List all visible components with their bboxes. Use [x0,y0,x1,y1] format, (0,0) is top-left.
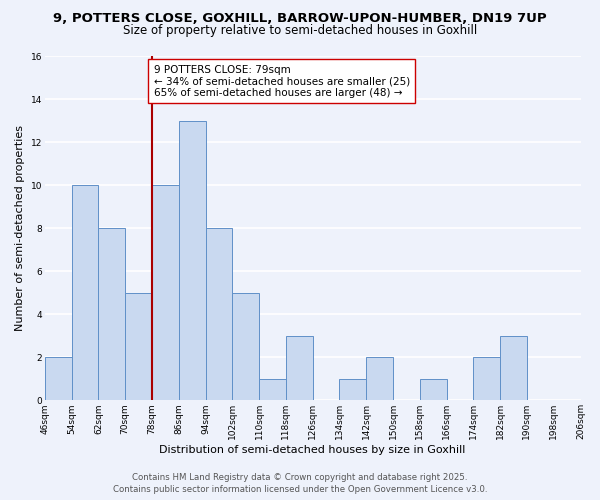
Bar [45,358,71,401]
Bar [366,358,393,401]
Bar [340,379,366,400]
Bar [125,292,152,401]
Bar [206,228,232,400]
Bar [71,185,98,400]
Y-axis label: Number of semi-detached properties: Number of semi-detached properties [15,125,25,331]
Bar [232,292,259,401]
Bar [500,336,527,400]
Text: Contains HM Land Registry data © Crown copyright and database right 2025.
Contai: Contains HM Land Registry data © Crown c… [113,472,487,494]
Bar [420,379,446,400]
Bar [473,358,500,401]
Bar [98,228,125,400]
Bar [259,379,286,400]
Text: Size of property relative to semi-detached houses in Goxhill: Size of property relative to semi-detach… [123,24,477,37]
Bar [179,120,206,400]
X-axis label: Distribution of semi-detached houses by size in Goxhill: Distribution of semi-detached houses by … [160,445,466,455]
Bar [286,336,313,400]
Text: 9, POTTERS CLOSE, GOXHILL, BARROW-UPON-HUMBER, DN19 7UP: 9, POTTERS CLOSE, GOXHILL, BARROW-UPON-H… [53,12,547,26]
Bar [152,185,179,400]
Text: 9 POTTERS CLOSE: 79sqm
← 34% of semi-detached houses are smaller (25)
65% of sem: 9 POTTERS CLOSE: 79sqm ← 34% of semi-det… [154,64,410,98]
